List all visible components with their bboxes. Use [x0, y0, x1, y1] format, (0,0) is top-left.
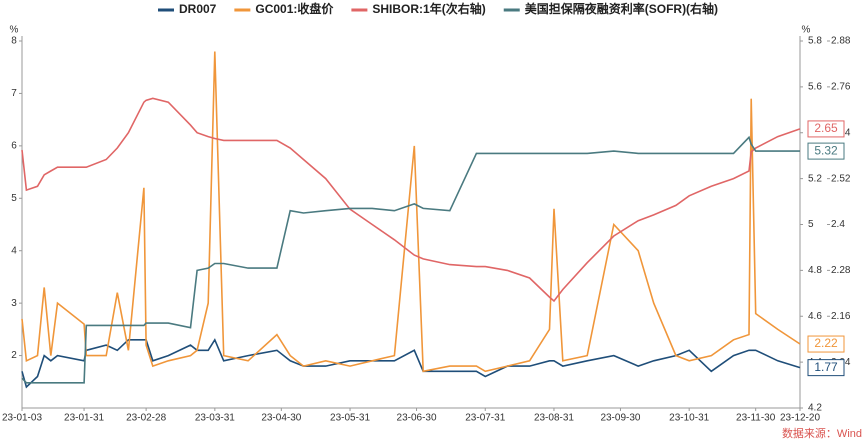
x-tick-label: 23-04-30 [261, 413, 301, 424]
y3-tick-label: 2.16 [831, 311, 851, 322]
y3-tick-label: 2.52 [831, 173, 851, 184]
x-tick-label: 23-12-20 [780, 413, 820, 424]
end-label: 2.65 [814, 121, 838, 135]
y-tick-label: 5 [11, 193, 17, 204]
legend: DR007 GC001:收盘价 SHIBOR:1年(次右轴) 美国担保隔夜融资利率(S… [158, 1, 718, 16]
legend-label: SHIBOR:1年(次右轴) [372, 1, 485, 16]
end-label: 5.32 [814, 143, 838, 157]
y2-tick-label: 4.8 [808, 265, 822, 276]
end-label-box [807, 359, 845, 377]
series-line [21, 338, 801, 389]
x-tick-label: 23-10-31 [669, 413, 709, 424]
y3-tick-label: 2.4 [831, 219, 845, 230]
series-line [21, 97, 801, 303]
y-tick-label: 2 [11, 350, 17, 361]
x-tick-label: 23-01-31 [64, 413, 104, 424]
end-label-box [807, 335, 845, 353]
y-tick-label: 8 [11, 36, 17, 47]
y3-tick-label: 2.76 [831, 82, 851, 93]
x-tick-label: 23-01-03 [2, 413, 42, 424]
y-tick-label: 4 [11, 245, 17, 256]
x-tick-label: 23-06-30 [397, 413, 437, 424]
x-tick-label: 23-08-31 [534, 413, 574, 424]
legend-label: GC001:收盘价 [255, 1, 334, 16]
series-line [21, 51, 801, 373]
y2-tick-label: 5.2 [808, 173, 822, 184]
y-tick-label: 6 [11, 140, 17, 151]
y2-tick-label: 4.2 [808, 403, 822, 414]
y-tick-label: 3 [11, 298, 17, 309]
end-label: 1.77 [814, 360, 838, 374]
end-label-box [807, 120, 845, 138]
end-label: 2.22 [814, 336, 838, 350]
y2-unit: % [802, 25, 811, 36]
x-tick-label: 23-11-30 [736, 413, 776, 424]
y-tick-label: 7 [11, 88, 17, 99]
x-tick-label: 23-07-31 [465, 413, 505, 424]
legend-label: DR007 [179, 2, 217, 16]
x-tick-label: 23-05-31 [330, 413, 370, 424]
x-tick-label: 23-09-30 [600, 413, 640, 424]
y2-tick-label: 5.8 [808, 36, 822, 47]
end-label-box [807, 142, 845, 160]
y2-tick-label: 5 [808, 219, 814, 230]
y2-tick-label: 5.6 [808, 82, 822, 93]
source: 数据来源：Wind [782, 426, 862, 440]
series-line [21, 135, 800, 384]
legend-label: 美国担保隔夜融资利率(SOFR)(右轴) [525, 1, 718, 16]
y-unit: % [10, 25, 19, 36]
x-tick-label: 23-03-31 [195, 413, 235, 424]
x-tick-label: 23-02-28 [126, 413, 166, 424]
y3-tick-label: 2.88 [831, 36, 851, 47]
y3-tick-label: 2.28 [831, 265, 851, 276]
y2-tick-label: 4.6 [808, 311, 822, 322]
